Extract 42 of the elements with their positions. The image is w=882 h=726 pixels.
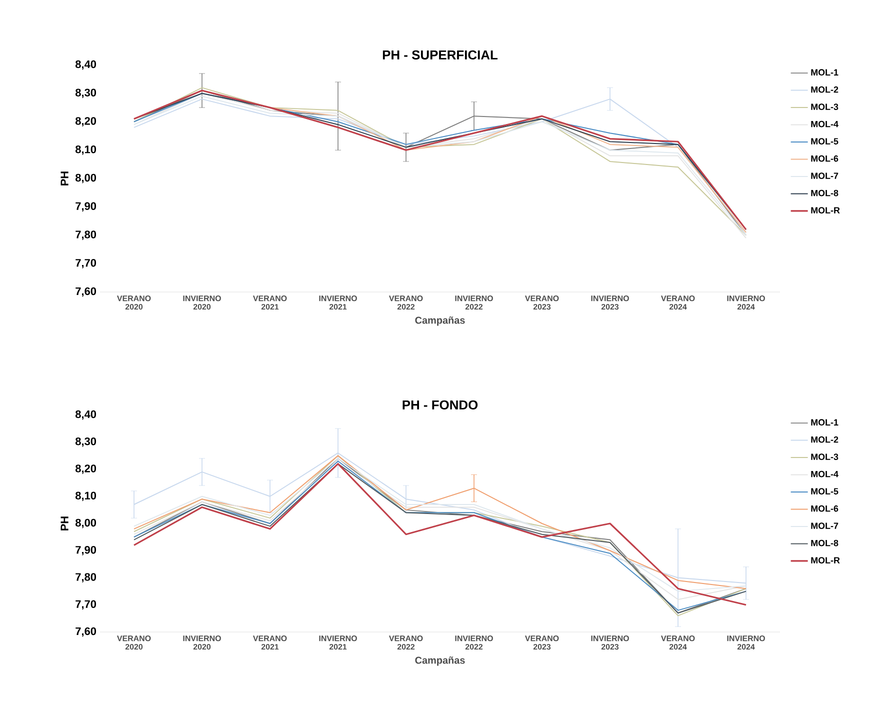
y-tick-label: 8,10 — [75, 492, 96, 502]
legend-label: MOL-5 — [811, 488, 838, 494]
legend-label: MOL-4 — [811, 470, 838, 478]
y-tick-label: 8,20 — [75, 464, 96, 474]
legend-label: MOL-6 — [811, 155, 838, 162]
y-tick-label: 7,60 — [76, 287, 96, 297]
legend-label: MOL-3 — [811, 104, 838, 110]
y-tick-label: 8,40 — [75, 410, 96, 420]
y-tick-label: 7,70 — [76, 600, 96, 610]
legend-label: MOL-1 — [811, 419, 838, 426]
y-tick-label: 8,30 — [75, 437, 96, 447]
chart-title: PH - SUPERFICIAL — [382, 50, 498, 60]
y-axis-title: PH — [60, 172, 68, 186]
legend-label: MOL-8 — [811, 540, 838, 546]
legend-label: MOL-2 — [811, 86, 838, 93]
legend-label: MOL-7 — [811, 522, 838, 529]
x-axis-title: Campañas — [415, 656, 465, 666]
legend-label: MOL-4 — [811, 120, 838, 128]
legend-label: MOL-2 — [811, 436, 838, 443]
y-tick-label: 7,60 — [76, 627, 96, 637]
legend-label: MOL-8 — [811, 190, 838, 196]
x-axis-title: Campañas — [415, 316, 465, 326]
legend-label: MOL-R — [811, 207, 840, 214]
y-tick-label: 8,00 — [75, 518, 96, 528]
y-tick-label: 8,40 — [75, 60, 96, 70]
chart-title: PH - FONDO — [402, 400, 478, 410]
y-axis-title: PH — [60, 516, 68, 530]
legend-label: MOL-R — [811, 557, 840, 564]
y-tick-label: 7,90 — [76, 546, 96, 556]
y-tick-label: 8,00 — [75, 174, 96, 184]
legend-label: MOL-7 — [811, 172, 838, 179]
y-tick-label: 7,80 — [76, 573, 96, 582]
y-tick-label: 7,70 — [76, 258, 96, 268]
y-tick-label: 8,20 — [75, 117, 96, 126]
legend-label: MOL-6 — [811, 505, 838, 512]
legend-label: MOL-1 — [811, 69, 838, 76]
y-tick-label: 8,10 — [75, 145, 96, 155]
legend-label: MOL-3 — [811, 454, 838, 460]
legend-label: MOL-5 — [811, 138, 838, 144]
y-tick-label: 8,30 — [75, 88, 96, 98]
y-tick-label: 7,80 — [76, 230, 96, 240]
y-tick-label: 7,90 — [76, 202, 96, 212]
